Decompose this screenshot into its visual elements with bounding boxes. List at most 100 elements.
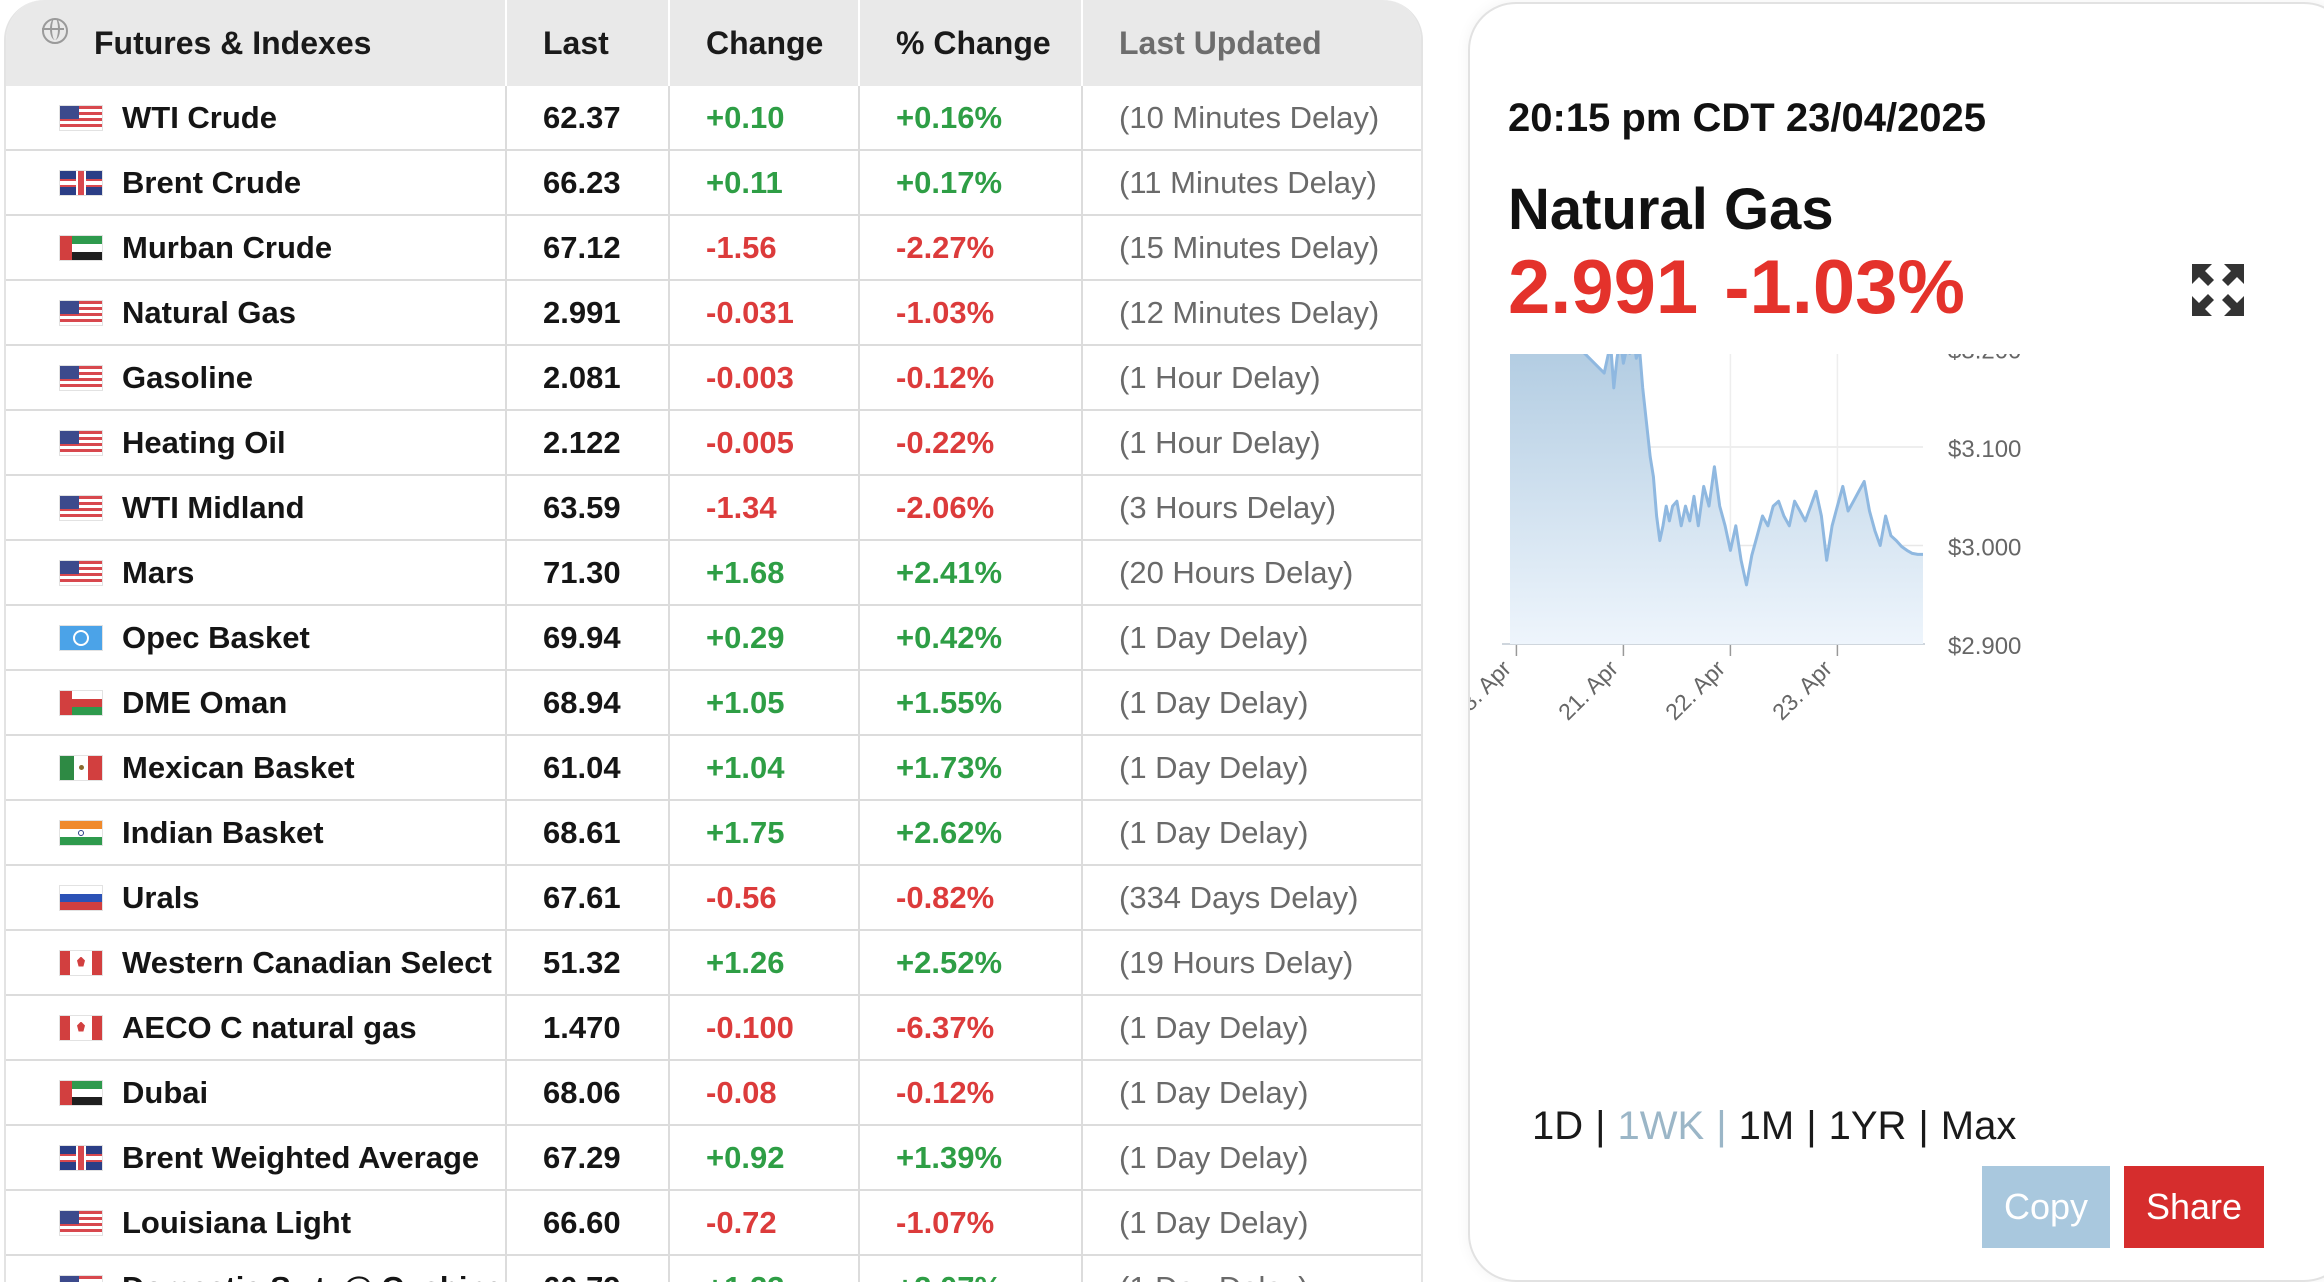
range-separator: | [1806, 1104, 1817, 1148]
row-name[interactable]: AECO C natural gas [122, 1009, 417, 1045]
row-name[interactable]: Brent Weighted Average [122, 1139, 480, 1175]
row-pct-change: +1.73% [896, 749, 1003, 785]
row-name[interactable]: WTI Midland [122, 489, 305, 525]
row-last-cell: 71.30 [506, 540, 670, 606]
row-name-cell[interactable]: Brent Crude [6, 150, 507, 216]
row-last-updated: (1 Day Delay) [1119, 1204, 1309, 1240]
range-1yr[interactable]: 1YR [1828, 1104, 1907, 1148]
row-pct-change: +1.39% [896, 1139, 1003, 1175]
row-name[interactable]: Natural Gas [122, 294, 297, 330]
table-row[interactable]: Gasoline 2.081 -0.003 -0.12% (1 Hour Delay) [6, 345, 1421, 411]
header-last[interactable]: Last [506, 0, 670, 86]
header-pct-change[interactable]: % Change [859, 0, 1083, 86]
row-name-cell[interactable]: DME Oman [6, 670, 507, 736]
row-name-cell[interactable]: Louisiana Light [6, 1190, 507, 1256]
row-name-cell[interactable]: AECO C natural gas [6, 995, 507, 1061]
row-pct-change-cell: +1.73% [859, 735, 1083, 801]
row-last-updated: (12 Minutes Delay) [1119, 294, 1380, 330]
expand-icon[interactable] [2190, 262, 2246, 318]
row-last: 63.59 [543, 489, 621, 525]
row-name-cell[interactable]: Gasoline [6, 345, 507, 411]
row-last-updated: (15 Minutes Delay) [1119, 229, 1380, 265]
row-name[interactable]: DME Oman [122, 684, 288, 720]
range-1m[interactable]: 1M [1738, 1104, 1795, 1148]
row-last-updated-cell: (20 Hours Delay) [1082, 540, 1421, 606]
row-name-cell[interactable]: Opec Basket [6, 605, 507, 671]
row-name-cell[interactable]: Natural Gas [6, 280, 507, 346]
table-row[interactable]: Murban Crude 67.12 -1.56 -2.27% (15 Minutes … [6, 215, 1421, 281]
row-last-updated-cell: (1 Day Delay) [1082, 1125, 1421, 1191]
price-value: 2.991 [1508, 245, 1699, 330]
table-row[interactable]: WTI Midland 63.59 -1.34 -2.06% (3 Hours Dela… [6, 475, 1421, 541]
header-change[interactable]: Change [669, 0, 860, 86]
table-row[interactable]: DME Oman 68.94 +1.05 +1.55% (1 Day Delay) [6, 670, 1421, 736]
row-change-cell: -0.08 [669, 1060, 860, 1126]
table-row[interactable]: Dubai 68.06 -0.08 -0.12% (1 Day Delay) [6, 1060, 1421, 1126]
row-name-cell[interactable]: Brent Weighted Average [6, 1125, 507, 1191]
row-name-cell[interactable]: Western Canadian Select [6, 930, 507, 996]
share-button[interactable]: Share [2124, 1166, 2264, 1248]
table-row[interactable]: Heating Oil 2.122 -0.005 -0.22% (1 Hour Dela… [6, 410, 1421, 476]
range-1wk[interactable]: 1WK [1617, 1104, 1705, 1148]
row-name[interactable]: Domestic Swt. @ Cushing [122, 1270, 504, 1282]
flag-ae-icon [60, 1080, 102, 1105]
table-row[interactable]: Louisiana Light 66.60 -0.72 -1.07% (1 Day De… [6, 1190, 1421, 1256]
flag-us-icon [60, 365, 102, 390]
row-change-cell: +0.10 [669, 86, 860, 151]
range-max[interactable]: Max [1940, 1104, 2017, 1148]
table-row[interactable]: Indian Basket 68.61 +1.75 +2.62% (1 Day Dela… [6, 800, 1421, 866]
table-row[interactable]: Brent Weighted Average 67.29 +0.92 +1.39% (1… [6, 1125, 1421, 1191]
table-row[interactable]: Opec Basket 69.94 +0.29 +0.42% (1 Day Delay) [6, 605, 1421, 671]
table-row[interactable]: WTI Crude 62.37 +0.10 +0.16% (10 Minutes Del… [6, 86, 1421, 151]
row-change-cell: -0.100 [669, 995, 860, 1061]
row-name-cell[interactable]: Heating Oil [6, 410, 507, 476]
row-name[interactable]: Indian Basket [122, 814, 324, 850]
row-name-cell[interactable]: Urals [6, 865, 507, 931]
table-row[interactable]: Mars 71.30 +1.68 +2.41% (20 Hours Delay) [6, 540, 1421, 606]
row-pct-change-cell: -1.03% [859, 280, 1083, 346]
row-name[interactable]: Heating Oil [122, 424, 286, 460]
header-last-updated[interactable]: Last Updated [1082, 0, 1421, 86]
row-last-updated: (1 Day Delay) [1119, 1074, 1309, 1110]
header-futures-indexes[interactable]: Futures & Indexes [6, 0, 507, 86]
row-name[interactable]: Mexican Basket [122, 749, 355, 785]
table-row[interactable]: Urals 67.61 -0.56 -0.82% (334 Days Delay) [6, 865, 1421, 931]
row-name[interactable]: Opec Basket [122, 619, 310, 655]
row-name[interactable]: Urals [122, 879, 200, 915]
row-name-cell[interactable]: Indian Basket [6, 800, 507, 866]
table-row[interactable]: Domestic Swt. @ Cushing 60.79 +1.23 +2.07% (… [6, 1255, 1421, 1282]
row-name-cell[interactable]: Mexican Basket [6, 735, 507, 801]
row-name-cell[interactable]: WTI Midland [6, 475, 507, 541]
row-name[interactable]: Murban Crude [122, 229, 333, 265]
row-pct-change: -1.03% [896, 294, 995, 330]
row-name-cell[interactable]: Dubai [6, 1060, 507, 1126]
row-last-updated: (11 Minutes Delay) [1119, 164, 1377, 200]
flag-us-icon [60, 495, 102, 520]
row-name-wrap: Mexican Basket [6, 749, 504, 786]
row-name[interactable]: Mars [122, 554, 195, 590]
row-name-cell[interactable]: Domestic Swt. @ Cushing [6, 1255, 507, 1282]
range-1d[interactable]: 1D [1532, 1104, 1584, 1148]
row-change: -0.003 [706, 359, 794, 395]
row-name[interactable]: Louisiana Light [122, 1204, 352, 1240]
copy-button[interactable]: Copy [1982, 1166, 2110, 1248]
row-change: +1.05 [706, 684, 785, 720]
row-name-wrap: Urals [6, 879, 504, 916]
table-row[interactable]: Natural Gas 2.991 -0.031 -1.03% (12 Minutes … [6, 280, 1421, 346]
row-pct-change-cell: -0.12% [859, 1060, 1083, 1126]
row-pct-change-cell: +2.62% [859, 800, 1083, 866]
row-name-cell[interactable]: Mars [6, 540, 507, 606]
row-name[interactable]: Dubai [122, 1074, 209, 1110]
row-name-cell[interactable]: Murban Crude [6, 215, 507, 281]
table-row[interactable]: Mexican Basket 61.04 +1.04 +1.73% (1 Day Del… [6, 735, 1421, 801]
row-name[interactable]: Gasoline [122, 359, 253, 395]
table-row[interactable]: AECO C natural gas 1.470 -0.100 -6.37% (1 Da… [6, 995, 1421, 1061]
row-name[interactable]: WTI Crude [122, 99, 277, 135]
row-name-cell[interactable]: WTI Crude [6, 86, 507, 151]
row-name[interactable]: Brent Crude [122, 164, 302, 200]
row-name[interactable]: Western Canadian Select [122, 944, 492, 980]
table-row[interactable]: Brent Crude 66.23 +0.11 +0.17% (11 Minutes D… [6, 150, 1421, 216]
table-row[interactable]: Western Canadian Select 51.32 +1.26 +2.52% (… [6, 930, 1421, 996]
row-change: -0.56 [706, 879, 777, 915]
